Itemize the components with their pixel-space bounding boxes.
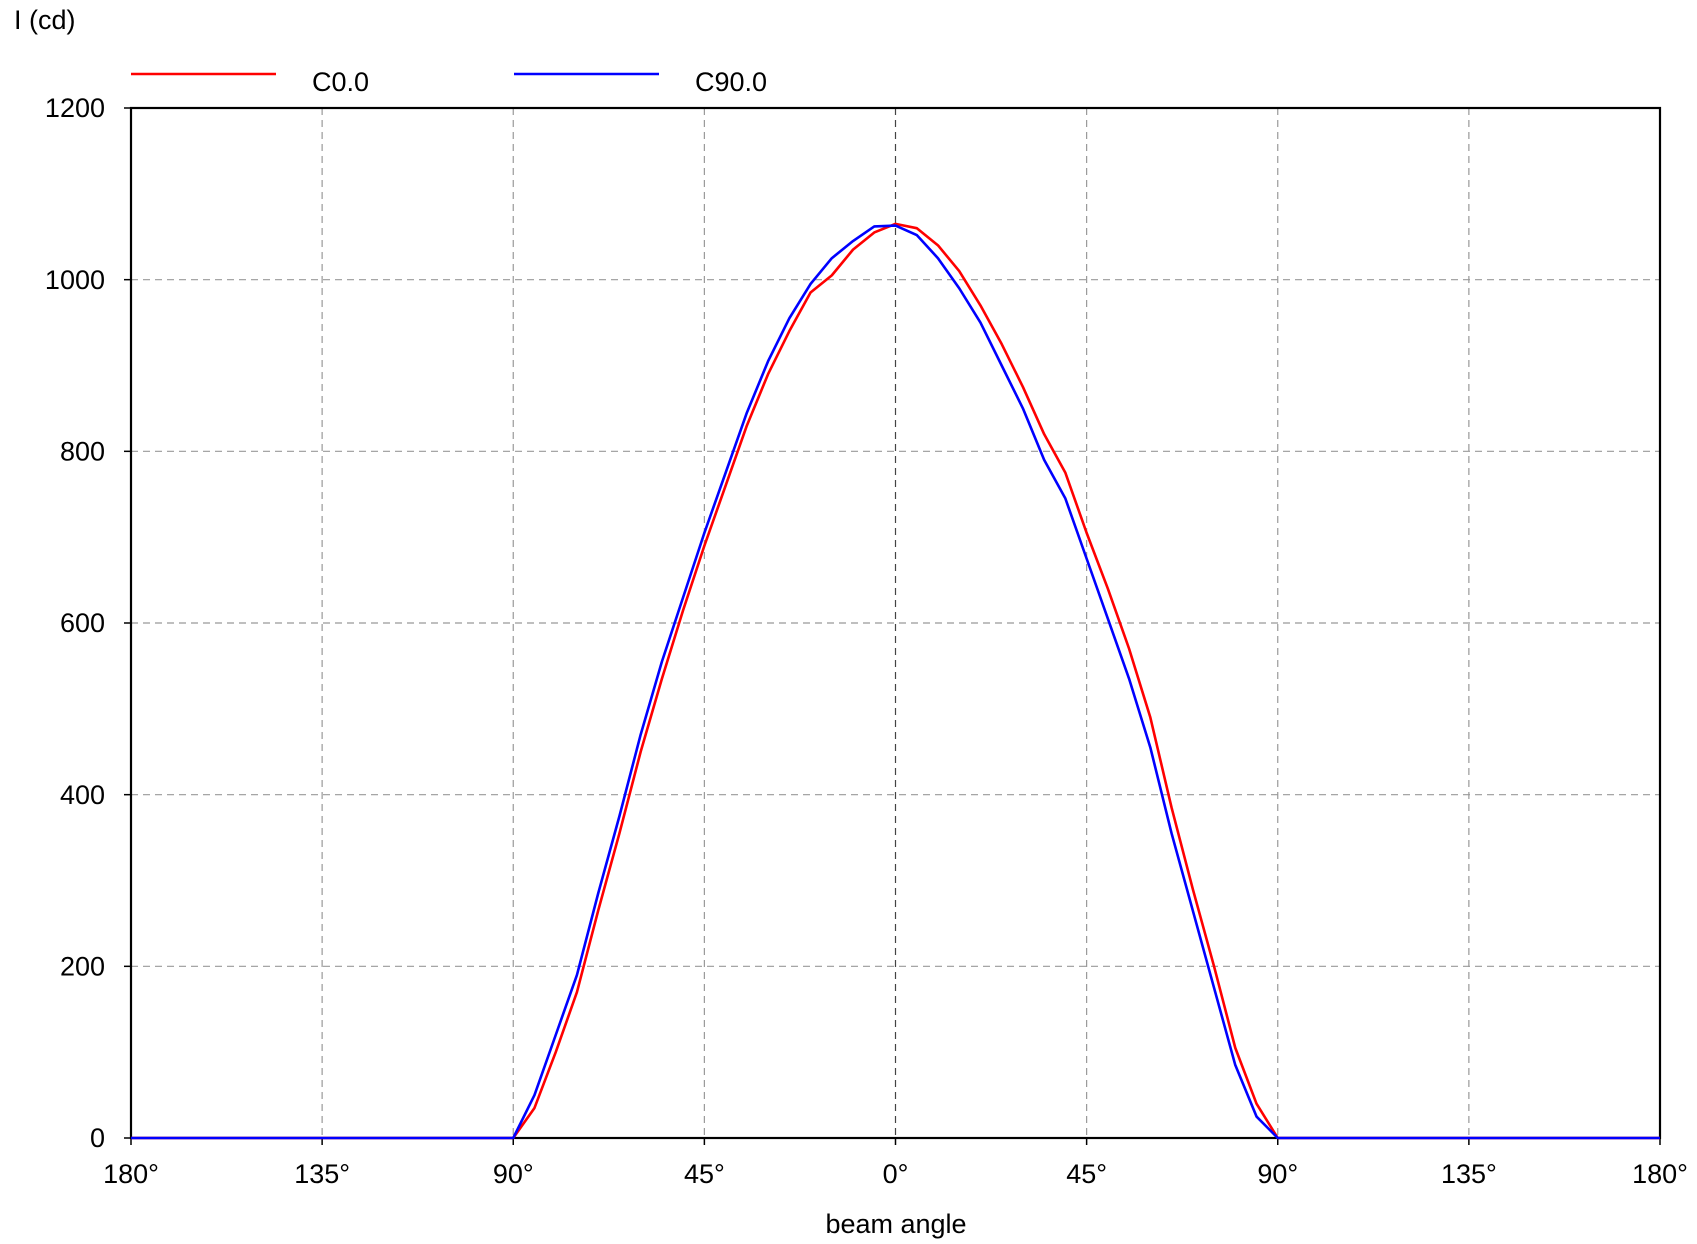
y-tick-label: 600 xyxy=(60,608,105,638)
x-tick-label: 0° xyxy=(883,1159,909,1189)
plot-frame xyxy=(129,106,1662,1140)
x-tick-label: 45° xyxy=(1066,1159,1107,1189)
y-tick-label: 200 xyxy=(60,951,105,981)
legend-label: C90.0 xyxy=(695,67,767,97)
x-tick-label: 90° xyxy=(1257,1159,1298,1189)
y-tick-label: 0 xyxy=(90,1123,105,1153)
series-line xyxy=(131,222,1660,1140)
series-line xyxy=(131,224,1660,1140)
y-tick-label: 800 xyxy=(60,436,105,466)
y-tick-label: 1200 xyxy=(45,93,105,123)
y-tick-label: 1000 xyxy=(45,265,105,295)
x-tick-label: 90° xyxy=(493,1159,534,1189)
y-tick-label: 400 xyxy=(60,780,105,810)
x-tick-label: 135° xyxy=(1441,1159,1497,1189)
x-axis-label: beam angle xyxy=(825,1209,966,1239)
y-axis-label: I (cd) xyxy=(14,5,76,35)
x-tick-label: 180° xyxy=(103,1159,159,1189)
x-tick-label: 135° xyxy=(294,1159,350,1189)
x-tick-label: 180° xyxy=(1632,1159,1688,1189)
x-tick-label: 45° xyxy=(684,1159,725,1189)
legend-label: C0.0 xyxy=(312,67,369,97)
